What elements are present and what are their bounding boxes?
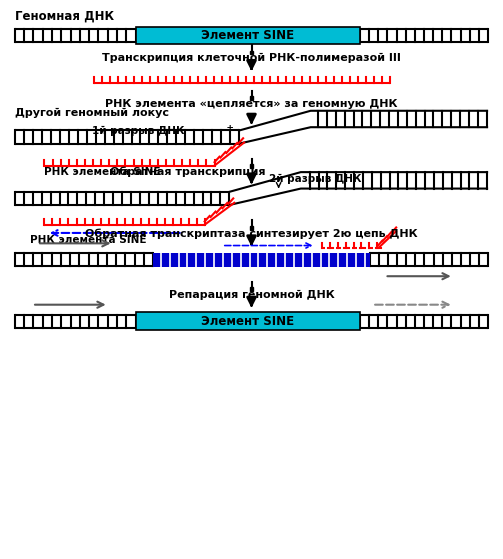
Text: Геномная ДНК: Геномная ДНК xyxy=(15,10,114,23)
Text: Элемент SINE: Элемент SINE xyxy=(201,29,294,42)
Text: Транскрипция клеточной РНК-полимеразой III: Транскрипция клеточной РНК-полимеразой I… xyxy=(102,53,401,63)
Bar xyxy=(250,50,253,54)
Text: Репарация геномной ДНК: Репарация геномной ДНК xyxy=(169,290,334,300)
Bar xyxy=(250,287,253,291)
Text: Обратная транскрипция: Обратная транскрипция xyxy=(110,167,265,177)
Text: РНК элемента SINE: РНК элемента SINE xyxy=(44,167,161,177)
Text: РНК элемента «цепляется» за геномную ДНК: РНК элемента «цепляется» за геномную ДНК xyxy=(105,99,398,109)
Text: Обратная транскриптаза синтезирует 2ю цепь ДНК: Обратная транскриптаза синтезирует 2ю це… xyxy=(85,228,418,239)
Bar xyxy=(250,164,253,168)
Bar xyxy=(250,96,253,100)
Text: †: † xyxy=(226,123,232,136)
Text: 1й разрыв ДНК: 1й разрыв ДНК xyxy=(92,126,185,136)
Text: Другой геномный локус: Другой геномный локус xyxy=(15,108,169,118)
Bar xyxy=(250,226,253,230)
Bar xyxy=(153,253,370,267)
Text: Элемент SINE: Элемент SINE xyxy=(201,315,294,328)
Text: 2й разрыв ДНК: 2й разрыв ДНК xyxy=(269,174,361,184)
Bar xyxy=(136,312,360,330)
Text: РНК элемента SINE: РНК элемента SINE xyxy=(30,235,146,245)
Bar xyxy=(136,27,360,45)
